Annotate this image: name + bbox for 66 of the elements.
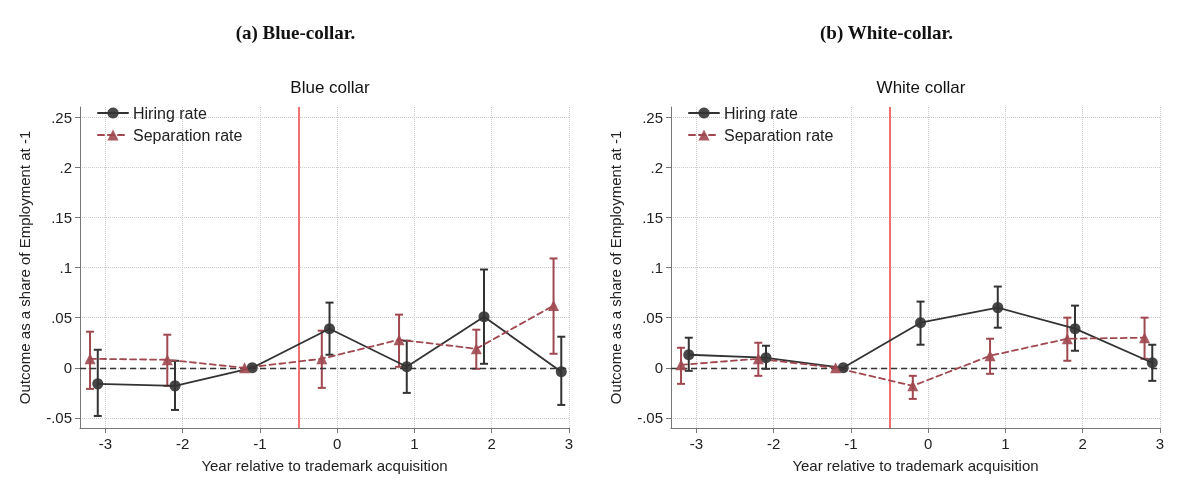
y-tick-label: .15 <box>642 208 663 226</box>
legend-label: Separation rate <box>133 126 243 144</box>
point <box>1069 323 1081 335</box>
point <box>984 350 996 362</box>
point <box>316 353 328 365</box>
point <box>239 362 251 374</box>
x-tick-label: 1 <box>1001 435 1010 452</box>
point <box>837 362 849 374</box>
y-tick-label: 0 <box>654 359 663 377</box>
y-tick-label: .05 <box>642 309 663 327</box>
point <box>393 334 405 346</box>
x-tick-label: -2 <box>767 435 781 452</box>
x-tick-label: 3 <box>564 435 574 452</box>
point <box>752 353 764 365</box>
y-tick-label: .1 <box>650 259 663 276</box>
point <box>915 317 927 329</box>
x-tick-label: -2 <box>176 435 190 452</box>
point <box>324 323 336 335</box>
y-tick-label: .2 <box>59 158 72 176</box>
y-tick-label: -.05 <box>637 409 663 427</box>
x-tick-label: 3 <box>1155 435 1165 452</box>
point <box>548 300 560 312</box>
x-tick-label: 2 <box>487 435 496 452</box>
x-tick-label: 2 <box>1078 435 1087 452</box>
legend-label: Hiring rate <box>724 104 798 122</box>
y-tick-label: .25 <box>642 108 663 126</box>
point <box>683 349 695 361</box>
x-tick-label: -1 <box>253 435 267 452</box>
point <box>555 366 567 378</box>
point <box>1061 333 1073 345</box>
x-tick-label: 0 <box>924 435 933 452</box>
point <box>92 378 104 390</box>
x-tick-label: -1 <box>844 435 858 452</box>
chart-title: (a) Blue-collar. <box>235 22 356 44</box>
point <box>1146 357 1158 369</box>
y-tick-label: .25 <box>51 108 72 126</box>
point <box>478 311 490 323</box>
x-tick-label: -3 <box>689 435 704 452</box>
y-axis-title: Outcome as a share of Employment at -1 <box>607 130 624 405</box>
point <box>830 362 842 374</box>
x-axis-title: Year relative to trademark acquisition <box>792 457 1039 474</box>
x-tick-label: 1 <box>410 435 419 452</box>
point <box>1139 332 1151 344</box>
y-axis-title: Outcome as a share of Employment at -1 <box>16 130 33 405</box>
point <box>907 380 919 392</box>
y-tick-label: .1 <box>59 259 72 276</box>
x-tick-label: -3 <box>98 435 113 452</box>
y-tick-label: .05 <box>51 309 72 327</box>
y-tick-label: .2 <box>650 158 663 176</box>
legend-label: Separation rate <box>724 126 834 144</box>
y-tick-label: .15 <box>51 208 72 226</box>
point <box>169 380 181 392</box>
legend-label: Hiring rate <box>133 104 207 122</box>
chart-subtitle: White collar <box>876 78 966 97</box>
point <box>470 343 482 355</box>
point <box>760 352 772 364</box>
x-axis-title: Year relative to trademark acquisition <box>201 457 448 474</box>
chart-subtitle: Blue collar <box>290 78 371 97</box>
y-tick-label: -.05 <box>46 409 72 427</box>
point <box>992 302 1004 314</box>
point <box>246 362 258 374</box>
y-tick-label: 0 <box>63 359 72 377</box>
chart-title: (b) White-collar. <box>820 22 953 44</box>
x-tick-label: 0 <box>333 435 342 452</box>
point <box>401 361 413 373</box>
point <box>161 354 173 366</box>
